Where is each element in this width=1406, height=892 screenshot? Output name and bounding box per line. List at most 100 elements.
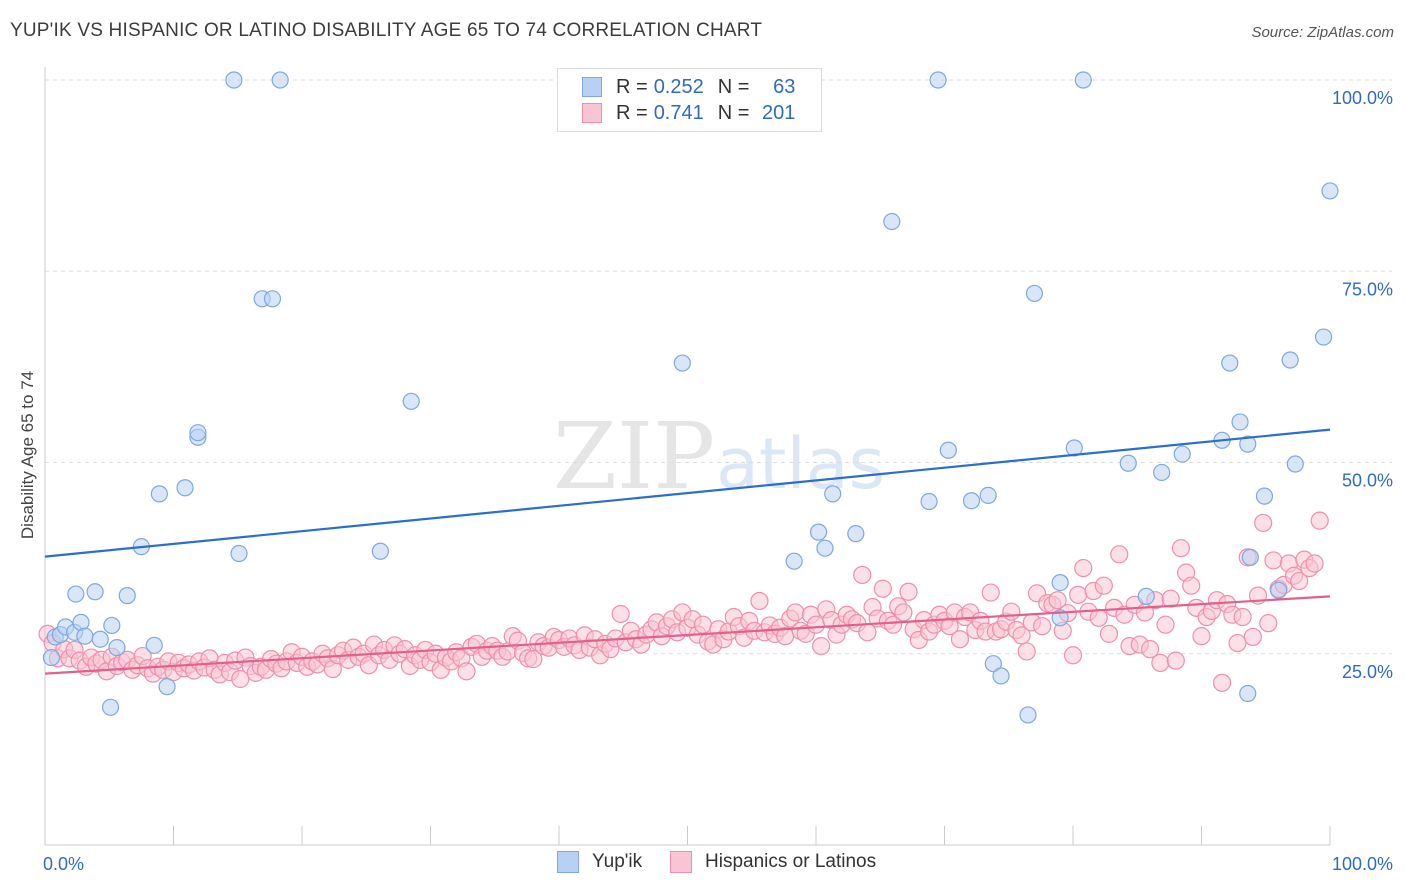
hispanic-point: [873, 579, 892, 598]
hispanic-point: [1192, 627, 1211, 646]
hispanic-point: [1063, 646, 1083, 665]
hispanic-point: [1182, 576, 1201, 595]
yupik-point: [673, 354, 691, 372]
source-label: Source: ZipAtlas.com: [1251, 24, 1394, 41]
yupik-point: [176, 479, 194, 497]
yupik-point: [979, 486, 997, 504]
hispanic-point: [693, 615, 713, 634]
yupik-point: [1221, 354, 1239, 372]
series-legend-label-hispanic: Hispanics or Latinos: [705, 851, 877, 872]
legend-r-label: R =: [616, 75, 648, 98]
series-legend-hispanic: Hispanics or Latinos: [670, 851, 876, 873]
legend-n-label: N =: [717, 75, 750, 98]
yupik-point: [1173, 445, 1191, 463]
hispanic-point: [1166, 651, 1185, 670]
yupik-point: [1231, 413, 1249, 431]
hispanic-point: [981, 583, 1000, 602]
yupik-point: [1321, 182, 1339, 200]
yupik-point: [824, 485, 842, 503]
series-legend: Yup'ik Hispanics or Latinos: [0, 851, 1406, 877]
chart-title: YUP'IK VS HISPANIC OR LATINO DISABILITY …: [10, 20, 763, 41]
series-legend-swatch-yupik: [557, 851, 579, 873]
yupik-point: [158, 678, 176, 696]
yupik-point: [1051, 574, 1069, 592]
yupik-point: [1255, 487, 1274, 505]
hispanic-point: [611, 604, 630, 624]
hispanic-point: [1099, 624, 1119, 643]
legend-n-label: N =: [717, 101, 750, 124]
yupik-point: [76, 627, 94, 645]
hispanic-point: [1233, 607, 1252, 627]
yupik-point: [150, 485, 168, 503]
series-hispanic-points: [38, 511, 1329, 692]
y-tick-label: 75.0%: [1342, 279, 1393, 299]
yupik-trend-line: [44, 428, 1331, 558]
trend-lines: [44, 428, 1331, 675]
yupik-point: [371, 542, 389, 560]
yupik-point: [91, 630, 109, 648]
yupik-point: [1074, 71, 1092, 89]
hispanic-point: [950, 630, 970, 649]
hispanic-point: [1094, 576, 1113, 595]
tick-labels: 25.0% 50.0% 75.0% 100.0% 0.0% 100.0%: [43, 88, 1393, 874]
hispanic-point: [1140, 640, 1160, 659]
yupik-point: [1137, 587, 1155, 605]
yupik-point: [1286, 455, 1304, 473]
hispanic-point: [750, 591, 769, 611]
hispanic-point: [524, 650, 543, 669]
series-legend-swatch-hispanic: [670, 851, 692, 873]
yupik-point: [883, 212, 901, 231]
yupik-point: [1281, 351, 1299, 369]
legend-row-yupik: R = 0.252 N = 63: [582, 75, 795, 99]
hispanic-point: [457, 662, 476, 681]
yupik-point: [145, 636, 163, 654]
yupik-point: [984, 655, 1002, 673]
yupik-point: [920, 492, 938, 511]
yupik-point: [1119, 454, 1137, 472]
axes: [44, 67, 1331, 846]
hispanic-point: [1069, 585, 1088, 604]
yupik-point: [847, 525, 865, 543]
y-tick-label: 50.0%: [1342, 471, 1393, 491]
yupik-point: [785, 552, 803, 570]
series-legend-yupik: Yup'ik: [557, 851, 642, 873]
yupik-point: [42, 648, 61, 667]
hispanic-point: [883, 615, 903, 634]
y-tick-label: 25.0%: [1342, 662, 1393, 682]
yupik-point: [118, 587, 136, 605]
hispanic-point: [231, 669, 250, 689]
yupik-point: [1239, 684, 1257, 703]
y-tick-label: 100.0%: [1332, 88, 1393, 108]
watermark-zip: ZIP: [553, 403, 715, 510]
yupik-point: [271, 71, 289, 89]
hispanic-point: [1089, 608, 1108, 627]
yupik-point: [108, 639, 126, 657]
yupik-point: [103, 616, 121, 635]
hispanic-point: [1002, 602, 1021, 621]
hispanic-point: [1254, 513, 1273, 533]
hispanic-point: [1161, 589, 1180, 608]
yupik-point: [1314, 328, 1333, 346]
hispanic-point: [1212, 673, 1232, 692]
hispanic-point: [1228, 633, 1247, 653]
legend-n-value: 63: [773, 75, 796, 98]
hispanic-point: [1259, 614, 1278, 633]
yupik-point: [1269, 581, 1288, 599]
hispanic-point: [1243, 627, 1263, 647]
hispanic-point: [1017, 642, 1036, 661]
legend-n-value: 201: [762, 101, 796, 124]
legend-r-value: 0.252: [653, 75, 704, 98]
hispanic-point: [1171, 539, 1191, 558]
yupik-point: [1019, 706, 1037, 724]
hispanic-trend-line: [44, 595, 1331, 675]
yupik-point: [402, 392, 420, 410]
yupik-point: [962, 492, 981, 510]
x-tick-label: 0.0%: [43, 854, 84, 874]
hispanic-point: [1048, 591, 1067, 610]
yupik-point: [809, 523, 828, 541]
x-tick-label: 100.0%: [1332, 854, 1393, 874]
yupik-point: [1241, 548, 1259, 566]
hispanic-point: [786, 603, 805, 622]
yupik-point: [992, 667, 1010, 685]
